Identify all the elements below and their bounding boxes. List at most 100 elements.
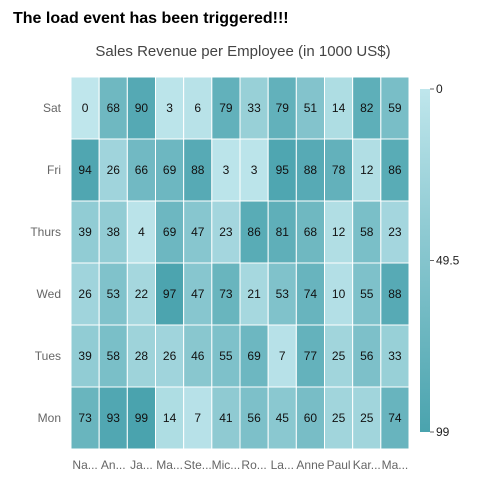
- cell-value-label: 6: [194, 101, 201, 115]
- cell-value-label: 7: [279, 349, 286, 363]
- heatmap-cell: [98, 324, 128, 388]
- cell-value-label: 33: [247, 101, 261, 115]
- heatmap-cell: [211, 76, 241, 140]
- heatmap-cell: [211, 386, 241, 450]
- cell-value-label: 88: [388, 287, 402, 301]
- heatmap-cell: [183, 262, 213, 326]
- heatmap-cell: [70, 262, 100, 326]
- cell-value-label: 86: [388, 163, 402, 177]
- cell-value-label: 25: [360, 411, 374, 425]
- heatmap-cell: [183, 200, 213, 264]
- legend-tick-label: 49.5: [436, 254, 460, 268]
- cell-value-label: 12: [332, 225, 346, 239]
- event-message: The load event has been triggered!!!: [13, 10, 289, 27]
- cell-value-label: 21: [247, 287, 261, 301]
- cell-value-label: 58: [360, 225, 374, 239]
- cell-value-label: 22: [135, 287, 149, 301]
- heatmap-cell: [155, 386, 185, 450]
- cell-value-label: 38: [107, 225, 121, 239]
- cell-value-label: 3: [251, 163, 258, 177]
- heatmap-cell: [267, 262, 297, 326]
- cell-value-label: 39: [78, 349, 92, 363]
- cell-value-label: 79: [276, 101, 290, 115]
- cell-value-label: 94: [78, 163, 92, 177]
- heatmap-cell: [352, 76, 382, 140]
- x-tick-label: Mic...: [212, 458, 241, 472]
- heatmap-cell: [267, 386, 297, 450]
- cell-value-label: 53: [276, 287, 290, 301]
- heatmap-cell: [380, 200, 410, 264]
- heatmap-cell: [352, 386, 382, 450]
- cell-value-label: 23: [219, 225, 233, 239]
- x-tick-label: La...: [271, 458, 294, 472]
- heatmap-cell: [211, 324, 241, 388]
- cell-value-label: 4: [138, 225, 145, 239]
- cell-value-label: 3: [223, 163, 230, 177]
- color-legend: 0 49.5 99: [420, 82, 460, 439]
- cell-value-label: 66: [135, 163, 149, 177]
- cell-value-label: 60: [304, 411, 318, 425]
- heatmap-cell: [267, 76, 297, 140]
- x-tick-label: Paul: [327, 458, 351, 472]
- cell-value-label: 46: [191, 349, 205, 363]
- heatmap-cell: [239, 76, 269, 140]
- cell-value-label: 81: [276, 225, 290, 239]
- cell-value-label: 86: [247, 225, 261, 239]
- cell-value-label: 90: [135, 101, 149, 115]
- cell-value-label: 97: [163, 287, 177, 301]
- cell-value-label: 39: [78, 225, 92, 239]
- y-tick-label: Fri: [47, 163, 61, 177]
- cell-value-label: 74: [304, 287, 318, 301]
- cell-value-label: 25: [332, 349, 346, 363]
- cell-value-label: 68: [107, 101, 121, 115]
- legend-tick-label: 99: [436, 425, 450, 439]
- heatmap-cell: [126, 200, 157, 264]
- cell-value-label: 26: [78, 287, 92, 301]
- y-tick-label: Wed: [37, 287, 61, 301]
- heatmap-cell: [267, 200, 297, 264]
- heatmap-cell: [239, 386, 269, 450]
- heatmap-cell: [352, 324, 382, 388]
- cell-value-label: 23: [388, 225, 402, 239]
- cell-value-label: 47: [191, 225, 205, 239]
- cell-value-label: 14: [163, 411, 177, 425]
- cell-value-label: 82: [360, 101, 374, 115]
- cell-value-label: 10: [332, 287, 346, 301]
- cell-value-label: 7: [194, 411, 201, 425]
- x-tick-label: Kar...: [353, 458, 381, 472]
- cell-value-label: 25: [332, 411, 346, 425]
- x-axis-labels: Na... An... Ja... Ma... Ste... Mic... Ro... La.…: [72, 458, 408, 472]
- heatmap-cell: [183, 324, 213, 388]
- heatmap-cell: [155, 324, 185, 388]
- heatmap-cell: [70, 138, 100, 202]
- heatmap-cell: [380, 324, 410, 388]
- cell-value-label: 51: [304, 101, 318, 115]
- cell-value-label: 74: [388, 411, 402, 425]
- cell-value-label: 68: [304, 225, 318, 239]
- heatmap-cell: [324, 262, 354, 326]
- cell-value-label: 26: [163, 349, 177, 363]
- cell-value-label: 58: [107, 349, 121, 363]
- cell-value-label: 79: [219, 101, 233, 115]
- heatmap-cell: [239, 138, 269, 202]
- cell-value-label: 69: [163, 225, 177, 239]
- heatmap-cell: [70, 200, 100, 264]
- heatmap-cell: [295, 200, 326, 264]
- cell-value-label: 78: [332, 163, 346, 177]
- heatmap-cell: [126, 324, 157, 388]
- x-tick-label: An...: [101, 458, 126, 472]
- y-tick-label: Mon: [38, 411, 61, 425]
- cell-value-label: 99: [135, 411, 149, 425]
- cell-value-label: 26: [107, 163, 121, 177]
- cell-value-label: 47: [191, 287, 205, 301]
- y-tick-label: Sat: [43, 101, 62, 115]
- y-axis-labels: Sat Fri Thurs Wed Tues Mon: [30, 101, 61, 425]
- heatmap-cell: [239, 324, 269, 388]
- cell-value-label: 3: [166, 101, 173, 115]
- cell-value-label: 41: [219, 411, 233, 425]
- x-tick-label: Ja...: [130, 458, 153, 472]
- x-tick-label: Ma...: [382, 458, 409, 472]
- heatmap-cell: [98, 386, 128, 450]
- cell-value-label: 77: [304, 349, 318, 363]
